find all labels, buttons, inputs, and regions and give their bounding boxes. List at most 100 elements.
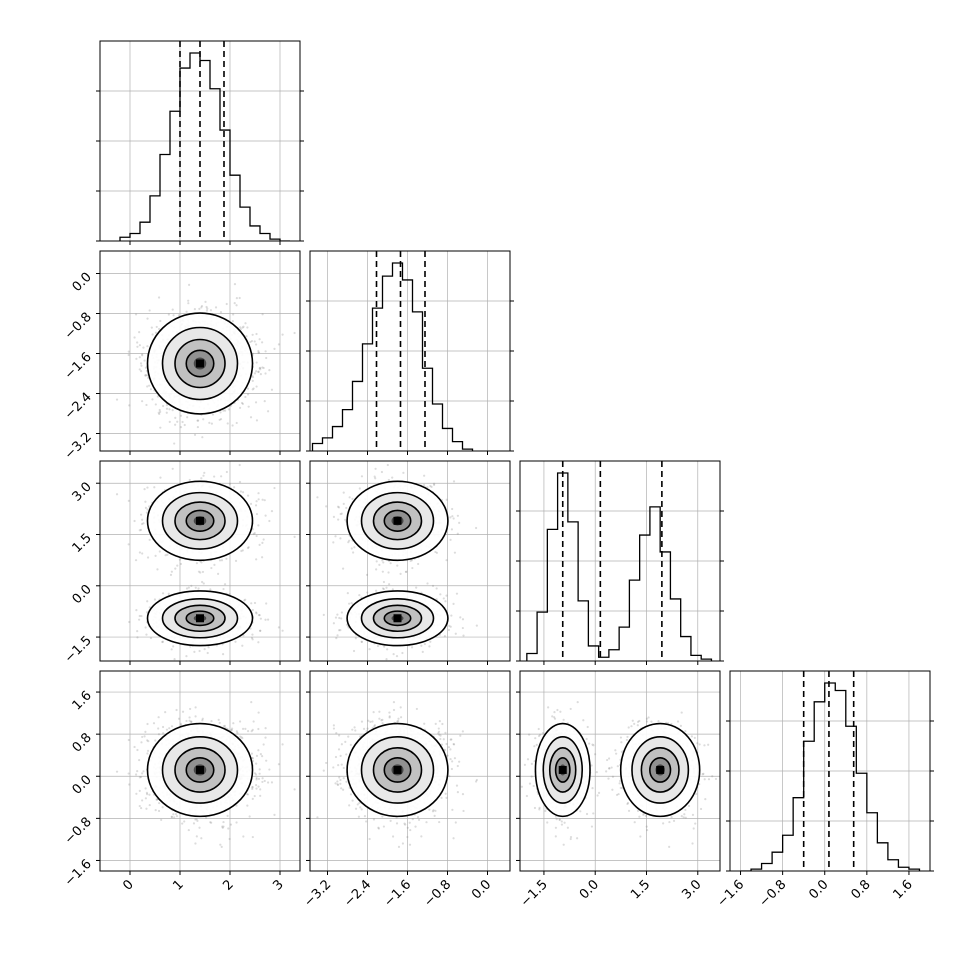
sample-point (332, 515, 336, 519)
sample-point (187, 302, 190, 305)
sample-point (236, 731, 239, 735)
sample-point (262, 366, 265, 370)
sample-point (145, 611, 149, 614)
panel-content (119, 41, 290, 241)
sample-point (255, 385, 258, 388)
sample-point (239, 328, 242, 331)
sample-point (127, 543, 130, 546)
sample-point (142, 346, 145, 349)
sample-point (368, 648, 371, 651)
sample-point (255, 558, 258, 561)
sample-point (410, 646, 414, 649)
sample-point (462, 634, 465, 637)
sample-point (264, 618, 267, 621)
sample-point (209, 588, 212, 591)
sample-point (198, 649, 201, 653)
sample-point (134, 773, 138, 776)
sample-point (142, 770, 145, 773)
sample-point (336, 634, 339, 637)
sample-point (443, 634, 446, 638)
sample-point (423, 642, 427, 646)
sample-point (235, 421, 238, 425)
sample-point (227, 827, 230, 830)
density-peak (196, 614, 204, 623)
sample-point (264, 372, 267, 375)
sample-point (222, 409, 225, 412)
sample-point (426, 582, 429, 585)
sample-point (155, 325, 158, 329)
sample-point (141, 518, 144, 521)
sample-point (258, 614, 261, 617)
sample-point (265, 602, 268, 605)
sample-point (135, 357, 138, 360)
sample-point (255, 534, 258, 538)
sample-point (382, 561, 385, 564)
density-contour (383, 610, 412, 627)
sample-point (193, 307, 196, 311)
sample-point (141, 552, 144, 555)
sample-point (255, 419, 259, 422)
sample-point (435, 551, 439, 554)
sample-point (243, 599, 246, 602)
sample-point (374, 467, 377, 470)
sample-point (444, 600, 447, 603)
panel-3-0: 0 1 2 3−1.6−0.80.00.81.6 (62, 670, 301, 894)
sample-point (375, 568, 378, 571)
sample-point (158, 412, 161, 416)
sample-point (214, 306, 218, 309)
panel-content (311, 251, 474, 451)
sample-point (139, 362, 143, 365)
sample-point (158, 408, 161, 412)
sample-point (186, 416, 189, 419)
density-contour (146, 312, 254, 415)
sample-point (220, 845, 223, 848)
sample-point (185, 655, 188, 658)
sample-point (358, 487, 361, 490)
sample-point (140, 513, 143, 516)
sample-point (376, 644, 380, 648)
sample-point (259, 629, 262, 632)
sample-point (257, 613, 261, 617)
sample-point (456, 532, 459, 535)
panel-content (115, 700, 296, 848)
sample-point (340, 611, 343, 614)
sample-point (187, 283, 191, 286)
sample-point (339, 512, 342, 516)
sample-point (127, 350, 130, 353)
sample-point (261, 541, 264, 544)
sample-point (447, 628, 451, 632)
density-contour (161, 597, 239, 639)
sample-point (251, 633, 254, 636)
sample-point (268, 768, 271, 771)
sample-point (255, 370, 258, 373)
sample-point (261, 780, 264, 784)
sample-point (206, 651, 209, 655)
y-tick-label: −1.5 (62, 633, 95, 666)
sample-point (281, 629, 284, 632)
sample-point (179, 562, 183, 566)
density-contour (185, 610, 215, 627)
density-contour (346, 590, 449, 647)
sample-point (146, 600, 149, 603)
sample-point (338, 629, 341, 632)
sample-point (429, 484, 432, 488)
sample-point (423, 474, 426, 477)
sample-point (216, 572, 220, 575)
sample-point (181, 420, 184, 424)
sample-point (205, 309, 209, 312)
sample-point (203, 471, 206, 474)
sample-point (252, 387, 255, 390)
sample-point (338, 616, 341, 620)
sample-point (263, 499, 266, 502)
sample-point (156, 395, 159, 398)
sample-point (187, 586, 190, 589)
sample-point (200, 304, 204, 308)
sample-point (159, 410, 162, 413)
sample-point (189, 645, 192, 648)
sample-point (458, 521, 461, 524)
sample-point (351, 497, 354, 500)
sample-point (345, 506, 348, 510)
sample-point (220, 559, 224, 562)
sample-point (188, 716, 191, 719)
sample-point (245, 335, 248, 338)
